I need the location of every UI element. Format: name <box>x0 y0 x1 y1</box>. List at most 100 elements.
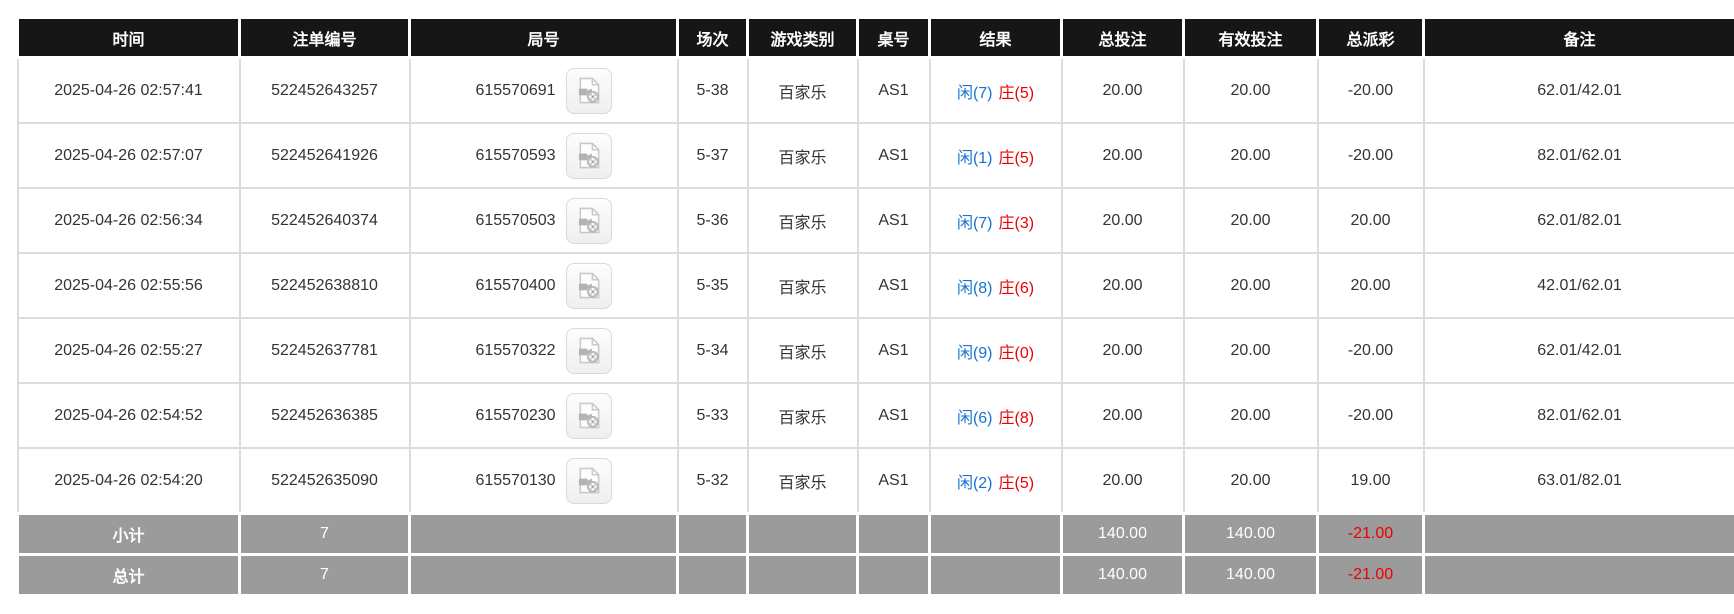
cell-game-type: 百家乐 <box>746 252 859 319</box>
subtotal-payout: -21.00 <box>1316 512 1425 556</box>
total-empty-table-no <box>856 553 931 597</box>
bet-record-row: 2025-04-26 02:55:56 522452638810 6155704… <box>16 252 1734 319</box>
cell-round-no: 615570593 <box>408 122 679 189</box>
bet-record-row: 2025-04-26 02:54:20 522452635090 6155701… <box>16 447 1734 515</box>
total-empty-game-type <box>746 553 859 597</box>
video-replay-button[interactable] <box>565 327 612 374</box>
cell-time: 2025-04-26 02:57:41 <box>16 56 241 124</box>
subtotal-total-bet: 140.00 <box>1060 512 1185 556</box>
subtotal-count: 7 <box>238 512 411 556</box>
cell-total-bet: 20.00 <box>1060 447 1185 515</box>
video-file-icon <box>578 402 600 429</box>
col-time: 时间 <box>16 16 241 59</box>
video-replay-button[interactable] <box>565 132 612 179</box>
video-file-icon <box>578 337 600 364</box>
bet-record-row: 2025-04-26 02:54:52 522452636385 6155702… <box>16 382 1734 449</box>
cell-session: 5-32 <box>676 447 749 515</box>
cell-session: 5-35 <box>676 252 749 319</box>
col-remark: 备注 <box>1422 16 1734 59</box>
cell-table-no: AS1 <box>856 317 931 384</box>
cell-payout: 20.00 <box>1316 252 1425 319</box>
cell-total-bet: 20.00 <box>1060 187 1185 254</box>
video-file-icon <box>578 207 600 234</box>
cell-remark: 62.01/82.01 <box>1422 187 1734 254</box>
video-replay-button[interactable] <box>565 457 612 504</box>
cell-payout: -20.00 <box>1316 382 1425 449</box>
cell-bet-id: 522452640374 <box>238 187 411 254</box>
cell-valid-bet: 20.00 <box>1182 122 1319 189</box>
col-session: 场次 <box>676 16 749 59</box>
cell-session: 5-38 <box>676 56 749 124</box>
video-replay-button[interactable] <box>565 392 612 439</box>
cell-time: 2025-04-26 02:57:07 <box>16 122 241 189</box>
cell-result: 闲(6) 庄(8) <box>928 382 1063 449</box>
cell-result: 闲(1) 庄(5) <box>928 122 1063 189</box>
cell-time: 2025-04-26 02:54:52 <box>16 382 241 449</box>
cell-table-no: AS1 <box>856 187 931 254</box>
cell-bet-id: 522452637781 <box>238 317 411 384</box>
col-payout: 总派彩 <box>1316 16 1425 59</box>
subtotal-empty-result <box>928 512 1063 556</box>
cell-remark: 42.01/62.01 <box>1422 252 1734 319</box>
cell-total-bet: 20.00 <box>1060 122 1185 189</box>
cell-result: 闲(9) 庄(0) <box>928 317 1063 384</box>
video-file-icon <box>578 77 600 104</box>
cell-remark: 63.01/82.01 <box>1422 447 1734 515</box>
cell-game-type: 百家乐 <box>746 382 859 449</box>
cell-total-bet: 20.00 <box>1060 252 1185 319</box>
round-no-text: 615570691 <box>475 81 556 99</box>
cell-session: 5-34 <box>676 317 749 384</box>
result-player: 闲(9) <box>956 344 993 362</box>
video-file-icon <box>578 142 600 169</box>
video-replay-button[interactable] <box>565 197 612 244</box>
cell-valid-bet: 20.00 <box>1182 447 1319 515</box>
result-player: 闲(2) <box>956 474 993 492</box>
subtotal-empty-remark <box>1422 512 1734 556</box>
bet-record-row: 2025-04-26 02:55:27 522452637781 6155703… <box>16 317 1734 384</box>
cell-table-no: AS1 <box>856 447 931 515</box>
video-replay-button[interactable] <box>565 262 612 309</box>
cell-table-no: AS1 <box>856 382 931 449</box>
cell-game-type: 百家乐 <box>746 187 859 254</box>
col-bet-id: 注单编号 <box>238 16 411 59</box>
video-replay-button[interactable] <box>565 67 612 114</box>
total-empty-round <box>408 553 679 597</box>
cell-payout: -20.00 <box>1316 122 1425 189</box>
cell-total-bet: 20.00 <box>1060 56 1185 124</box>
cell-payout: 19.00 <box>1316 447 1425 515</box>
round-no-text: 615570130 <box>475 471 556 489</box>
subtotal-empty-session <box>676 512 749 556</box>
cell-bet-id: 522452635090 <box>238 447 411 515</box>
result-banker: 庄(5) <box>998 84 1035 102</box>
cell-round-no: 615570322 <box>408 317 679 384</box>
result-banker: 庄(0) <box>998 344 1035 362</box>
col-table-no: 桌号 <box>856 16 931 59</box>
result-banker: 庄(8) <box>998 409 1035 427</box>
subtotal-empty-game-type <box>746 512 859 556</box>
cell-payout: -20.00 <box>1316 317 1425 384</box>
cell-bet-id: 522452638810 <box>238 252 411 319</box>
result-banker: 庄(6) <box>998 279 1035 297</box>
result-player: 闲(1) <box>956 149 993 167</box>
cell-time: 2025-04-26 02:56:34 <box>16 187 241 254</box>
round-no-text: 615570322 <box>475 341 556 359</box>
cell-valid-bet: 20.00 <box>1182 56 1319 124</box>
video-file-icon <box>578 272 600 299</box>
cell-round-no: 615570400 <box>408 252 679 319</box>
cell-payout: -20.00 <box>1316 56 1425 124</box>
cell-result: 闲(2) 庄(5) <box>928 447 1063 515</box>
cell-valid-bet: 20.00 <box>1182 187 1319 254</box>
result-banker: 庄(5) <box>998 474 1035 492</box>
subtotal-empty-round <box>408 512 679 556</box>
subtotal-label: 小计 <box>16 512 241 556</box>
total-label: 总计 <box>16 553 241 597</box>
cell-bet-id: 522452643257 <box>238 56 411 124</box>
cell-table-no: AS1 <box>856 122 931 189</box>
cell-remark: 82.01/62.01 <box>1422 122 1734 189</box>
subtotal-valid-bet: 140.00 <box>1182 512 1319 556</box>
cell-remark: 82.01/62.01 <box>1422 382 1734 449</box>
cell-game-type: 百家乐 <box>746 447 859 515</box>
cell-time: 2025-04-26 02:55:56 <box>16 252 241 319</box>
col-result: 结果 <box>928 16 1063 59</box>
